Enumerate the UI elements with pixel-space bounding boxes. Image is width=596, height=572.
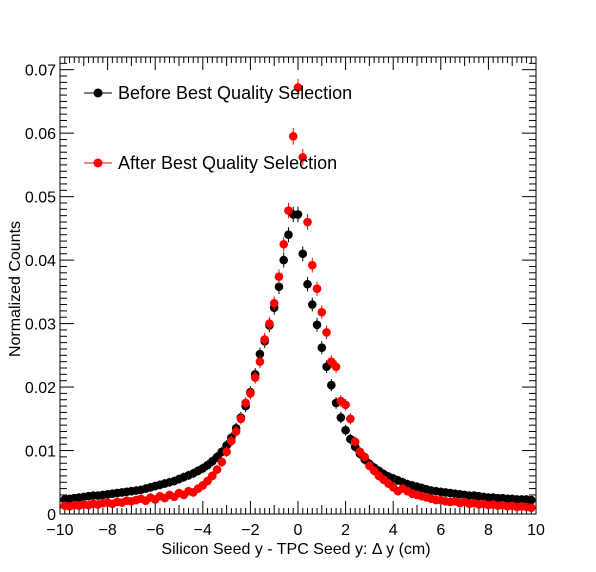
data-point bbox=[317, 343, 327, 353]
plot-frame bbox=[59, 56, 537, 515]
data-point bbox=[526, 503, 536, 512]
data-point bbox=[293, 210, 303, 219]
x-tick-label: 4 bbox=[389, 522, 398, 539]
series-before bbox=[60, 206, 536, 505]
data-point bbox=[307, 300, 317, 309]
legend-label-after: After Best Quality Selection bbox=[118, 153, 337, 173]
x-tick-label: 0 bbox=[294, 522, 303, 539]
x-tick-label: 10 bbox=[527, 522, 545, 539]
data-point bbox=[312, 320, 322, 330]
data-point bbox=[279, 255, 289, 265]
data-point bbox=[255, 349, 265, 359]
series-layer bbox=[60, 78, 536, 512]
data-point bbox=[331, 362, 341, 372]
data-point bbox=[312, 284, 322, 293]
data-point bbox=[265, 319, 274, 328]
data-point bbox=[217, 457, 227, 467]
data-point bbox=[327, 380, 336, 390]
y-axis-label: Normalized Counts bbox=[7, 221, 24, 357]
y-tick-label: 0.04 bbox=[25, 253, 56, 270]
legend-marker-after bbox=[93, 158, 103, 168]
data-point bbox=[341, 425, 350, 435]
data-point bbox=[241, 398, 250, 408]
data-point bbox=[303, 217, 312, 227]
x-tick-label: −10 bbox=[46, 522, 73, 539]
y-tick-label: 0.01 bbox=[25, 444, 56, 461]
x-tick-labels: −10 −8 −6 −4 −2 0 2 4 6 8 10 bbox=[46, 522, 545, 539]
data-point bbox=[208, 471, 217, 481]
y-tick-label: 0.02 bbox=[25, 380, 56, 397]
data-point bbox=[341, 400, 350, 410]
data-point bbox=[288, 132, 298, 141]
x-tick-label: −6 bbox=[146, 522, 164, 539]
y-tick-label: 0.05 bbox=[25, 190, 56, 207]
data-point bbox=[526, 495, 536, 505]
data-point bbox=[269, 298, 279, 308]
data-point bbox=[246, 389, 255, 398]
data-point bbox=[284, 206, 293, 215]
data-point bbox=[279, 239, 289, 249]
data-point bbox=[222, 447, 231, 457]
y-tick-label: 0.07 bbox=[25, 63, 56, 80]
data-point bbox=[274, 282, 284, 292]
data-point bbox=[236, 414, 246, 424]
data-point bbox=[336, 413, 346, 422]
data-point bbox=[298, 249, 308, 259]
y-tick-labels: 0 0.01 0.02 0.03 0.04 0.05 0.06 0.07 bbox=[25, 63, 56, 524]
y-tick-label: 0.06 bbox=[25, 126, 56, 143]
data-point bbox=[307, 260, 317, 270]
data-point bbox=[350, 437, 360, 446]
data-point bbox=[227, 436, 236, 446]
y-tick-label: 0.03 bbox=[25, 317, 56, 334]
data-point bbox=[231, 427, 241, 436]
x-tick-label: −8 bbox=[98, 522, 116, 539]
y-tick-label: 0 bbox=[47, 507, 56, 524]
data-point bbox=[298, 152, 308, 162]
data-point bbox=[284, 230, 293, 240]
legend-marker-before bbox=[93, 88, 103, 98]
data-point bbox=[322, 328, 331, 337]
data-point bbox=[274, 272, 284, 281]
x-tick-label: 8 bbox=[484, 522, 493, 539]
data-point bbox=[346, 414, 355, 424]
x-tick-label: −2 bbox=[241, 522, 259, 539]
x-tick-label: 2 bbox=[341, 522, 350, 539]
data-point bbox=[255, 357, 265, 366]
data-point bbox=[360, 452, 369, 462]
legend-label-before: Before Best Quality Selection bbox=[118, 83, 352, 103]
data-point bbox=[317, 307, 327, 317]
data-point bbox=[293, 83, 303, 92]
x-axis-label: Silicon Seed y - TPC Seed y: Δ y (cm) bbox=[161, 541, 430, 558]
data-point bbox=[250, 373, 260, 382]
axis-ticks bbox=[59, 56, 537, 515]
data-point bbox=[303, 279, 312, 289]
data-point bbox=[260, 335, 269, 344]
series-after bbox=[60, 78, 536, 512]
x-tick-label: 6 bbox=[436, 522, 445, 539]
data-point bbox=[212, 465, 222, 474]
x-tick-label: −4 bbox=[194, 522, 212, 539]
legend: Before Best Quality Selection After Best… bbox=[84, 83, 352, 173]
